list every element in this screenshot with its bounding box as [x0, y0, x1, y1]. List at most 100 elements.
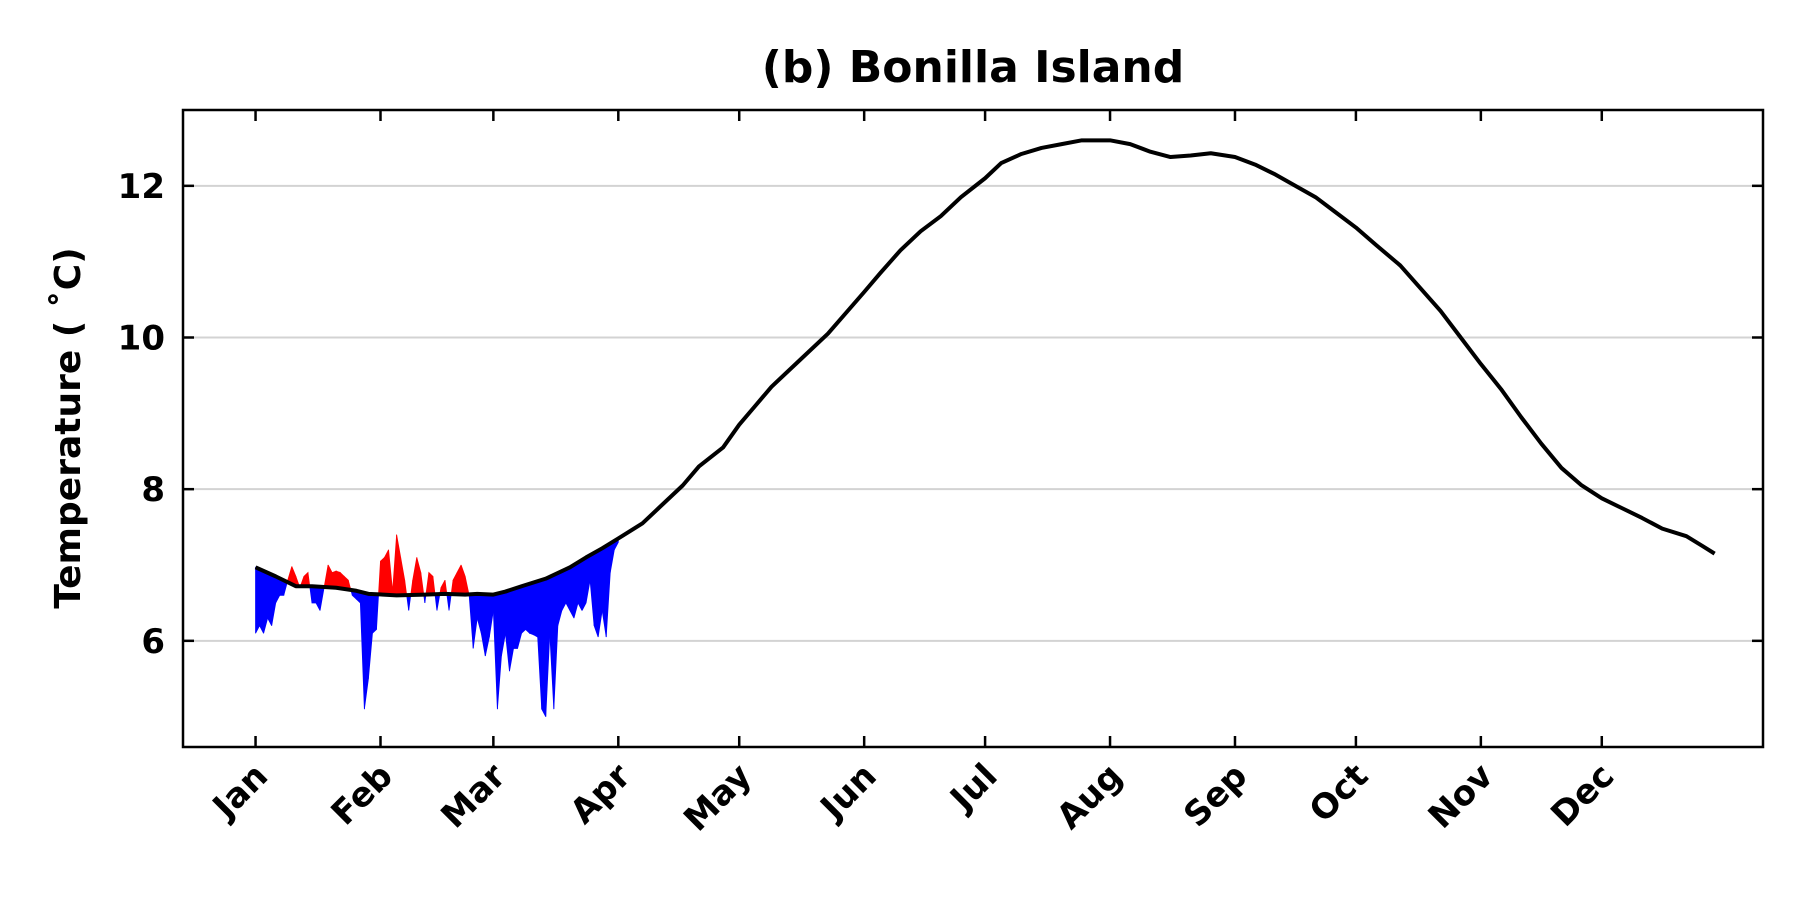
above-fill-18-0	[327, 564, 333, 588]
below-fill-45-0	[436, 593, 441, 611]
below-fill-86-0	[601, 545, 607, 638]
above-fill-43-0	[428, 571, 434, 595]
below-fill-15-0	[315, 586, 321, 611]
chart-title: (b) Bonilla Island	[762, 42, 1185, 93]
above-fill-20-0	[335, 570, 341, 589]
below-fill-29-0	[372, 593, 377, 635]
below-fill-72-0	[545, 576, 551, 717]
below-fill-4-0	[271, 573, 277, 626]
axis-ticks	[183, 110, 1763, 747]
below-fill-68-0	[529, 581, 535, 636]
below-fill-48-0	[448, 593, 452, 611]
x-tick-label-Jun: Jun	[812, 756, 885, 829]
below-fill-76-0	[561, 568, 567, 611]
x-tick-label-Feb: Feb	[324, 756, 401, 833]
above-fill-13-0	[307, 572, 311, 587]
below-fill-28-0	[368, 593, 373, 679]
anomaly-fills	[255, 534, 619, 717]
above-fill-40-0	[416, 557, 422, 596]
below-fill-81-0	[581, 556, 587, 611]
below-fill-57-0	[484, 593, 490, 657]
below-fill-16-0	[319, 586, 325, 611]
x-tick-label-Dec: Dec	[1543, 756, 1622, 835]
below-fill-38-0	[408, 594, 412, 611]
above-fill-41-0	[420, 572, 425, 596]
below-fill-5-0	[275, 575, 281, 604]
y-tick-label-12: 12	[118, 167, 165, 207]
y-tick-label-8: 8	[141, 470, 165, 510]
x-tick-label-Nov: Nov	[1421, 756, 1502, 837]
below-fill-79-0	[573, 561, 579, 619]
below-fill-26-0	[359, 591, 365, 710]
below-fill-0-0	[255, 566, 260, 634]
below-fill-61-0	[501, 591, 506, 657]
below-fill-60-0	[496, 592, 502, 710]
below-fill-82-0	[585, 554, 591, 603]
below-fill-87-0	[605, 542, 611, 638]
below-fill-77-0	[565, 566, 571, 611]
y-axis-title: Temperature ( ˚C)	[48, 247, 89, 608]
below-fill-1-0	[259, 568, 265, 634]
below-fill-78-0	[569, 564, 575, 619]
below-fill-14-0	[311, 585, 317, 604]
below-fill-83-0	[589, 552, 595, 626]
below-fill-85-0	[597, 547, 603, 638]
above-fill-52-0	[464, 576, 470, 595]
x-tick-label-Jan: Jan	[204, 756, 276, 828]
above-fill-33-0	[388, 549, 393, 596]
x-tick-label-May: May	[676, 756, 759, 839]
x-tick-label-Mar: Mar	[433, 756, 513, 836]
x-tick-label-Aug: Aug	[1049, 756, 1130, 837]
above-fill-39-0	[412, 557, 418, 596]
below-fill-64-0	[513, 587, 518, 649]
y-tick-labels: 6 8 10 12	[118, 167, 165, 662]
below-fill-56-0	[480, 593, 486, 657]
above-fill-19-0	[331, 570, 337, 589]
below-fill-70-0	[537, 579, 543, 710]
below-fill-74-0	[553, 572, 559, 710]
below-fill-3-0	[267, 572, 273, 626]
below-fill-80-0	[577, 559, 583, 611]
below-fill-65-0	[517, 585, 522, 649]
below-fill-73-0	[549, 574, 555, 710]
below-fill-67-0	[525, 583, 531, 635]
below-fill-2-0	[263, 570, 269, 634]
x-tick-label-Oct: Oct	[1302, 756, 1376, 830]
x-tick-labels: Jan Feb Mar Apr May Jun Jul Aug Sep Oct Nov Dec	[204, 756, 1622, 840]
below-fill-30-0	[376, 593, 379, 630]
below-fill-66-0	[521, 584, 526, 635]
above-fill-34-0	[392, 534, 398, 596]
x-tick-label-Sep: Sep	[1176, 756, 1255, 835]
below-fill-88-0	[609, 540, 615, 573]
above-fill-32-0	[384, 549, 389, 596]
above-fill-49-0	[452, 572, 458, 595]
above-fill-12-0	[303, 571, 309, 587]
above-fill-35-0	[396, 534, 402, 596]
x-tick-label-Jul: Jul	[941, 756, 1005, 820]
below-fill-63-0	[509, 588, 514, 672]
climatology-line	[254, 138, 1716, 598]
below-fill-75-0	[557, 570, 563, 626]
above-fill-31-0	[380, 556, 385, 596]
below-fill-59-0	[492, 593, 498, 710]
below-fill-55-0	[476, 593, 482, 634]
y-tick-label-10: 10	[118, 319, 165, 359]
y-tick-label-6: 6	[141, 622, 165, 662]
above-fill-50-0	[456, 564, 462, 595]
above-fill-36-0	[400, 557, 406, 596]
below-fill-27-0	[363, 592, 369, 710]
below-fill-71-0	[541, 578, 547, 717]
above-fill-42-1	[425, 572, 430, 595]
below-fill-84-0	[593, 549, 599, 638]
plot-frame	[181, 108, 1765, 749]
above-fill-37-0	[404, 580, 408, 596]
above-fill-51-0	[460, 564, 466, 595]
below-fill-69-0	[533, 580, 539, 638]
above-fill-44-0	[432, 576, 436, 595]
x-tick-label-Apr: Apr	[563, 756, 639, 832]
below-fill-58-0	[488, 593, 494, 638]
above-fill-17-1	[323, 564, 329, 588]
below-fill-62-0	[505, 589, 510, 672]
